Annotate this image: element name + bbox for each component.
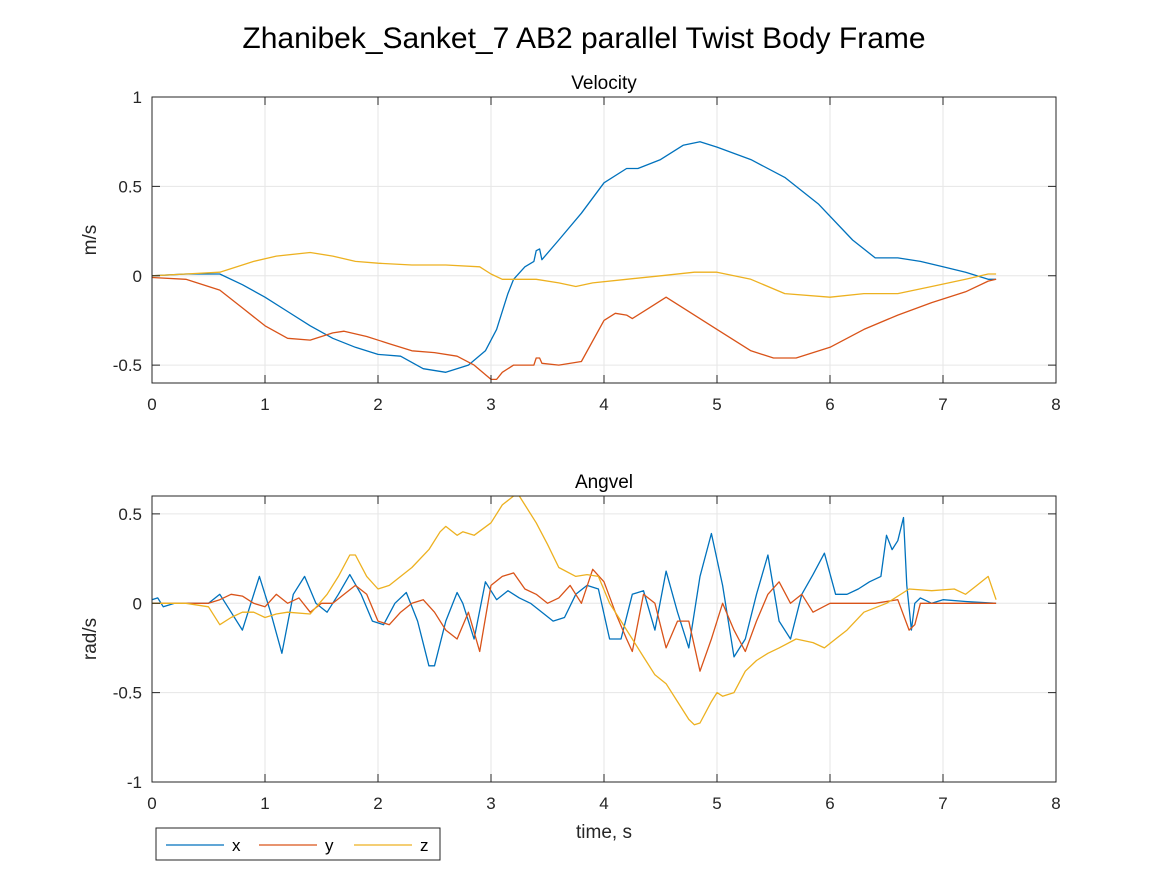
velocity-x-tick-label: 3 bbox=[486, 395, 495, 414]
velocity-x-tick-label: 7 bbox=[938, 395, 947, 414]
legend: x y z bbox=[155, 827, 441, 861]
angvel-y-tick-label: -0.5 bbox=[113, 684, 142, 703]
figure-title: Zhanibek_Sanket_7 AB2 parallel Twist Bod… bbox=[242, 22, 925, 55]
velocity-x-tick-label: 4 bbox=[599, 395, 608, 414]
velocity-y-tick-label: 0 bbox=[133, 267, 142, 286]
velocity-y-tick-label: 1 bbox=[133, 88, 142, 107]
velocity-y-tick-label: 0.5 bbox=[118, 177, 142, 196]
velocity-grid bbox=[152, 97, 1056, 383]
legend-label-x: x bbox=[232, 836, 241, 855]
angvel-series-group bbox=[152, 496, 997, 726]
velocity-subplot-title: Velocity bbox=[571, 73, 637, 94]
velocity-series-x-line bbox=[152, 141, 997, 373]
angvel-series-z-line bbox=[152, 496, 997, 726]
angvel-plot: 0 1 2 3 4 5 6 7 8 -1 -0.5 0 0.5 Angvel rad/s time, s bbox=[80, 472, 1061, 843]
velocity-series-group bbox=[152, 141, 997, 381]
legend-label-z: z bbox=[420, 836, 429, 855]
velocity-x-tick-label: 8 bbox=[1051, 395, 1060, 414]
velocity-x-tick-label: 6 bbox=[825, 395, 834, 414]
velocity-y-axis-label: m/s bbox=[80, 225, 101, 256]
velocity-x-tick-label: 2 bbox=[373, 395, 382, 414]
velocity-x-tick-label: 5 bbox=[712, 395, 721, 414]
angvel-x-tick-label: 5 bbox=[712, 794, 721, 813]
angvel-x-tick-label: 4 bbox=[599, 794, 608, 813]
angvel-x-tick-label: 6 bbox=[825, 794, 834, 813]
angvel-series-y-line bbox=[152, 568, 997, 672]
angvel-y-tick-label: -1 bbox=[127, 773, 142, 792]
velocity-y-tick-label: -0.5 bbox=[113, 356, 142, 375]
angvel-x-tick-label: 8 bbox=[1051, 794, 1060, 813]
velocity-x-tick-label: 0 bbox=[147, 395, 156, 414]
angvel-x-tick-label: 2 bbox=[373, 794, 382, 813]
angvel-x-tick-label: 7 bbox=[938, 794, 947, 813]
angvel-y-tick-label: 0 bbox=[133, 594, 142, 613]
angvel-x-tick-label: 0 bbox=[147, 794, 156, 813]
angvel-subplot-title: Angvel bbox=[575, 472, 633, 493]
angvel-x-axis-label: time, s bbox=[576, 822, 632, 843]
angvel-x-tick-label: 1 bbox=[260, 794, 269, 813]
angvel-y-tick-label: 0.5 bbox=[118, 505, 142, 524]
legend-label-y: y bbox=[325, 836, 334, 855]
legend-box bbox=[155, 827, 441, 861]
angvel-x-tick-label: 3 bbox=[486, 794, 495, 813]
velocity-series-y-line bbox=[152, 276, 997, 381]
velocity-plot: 0 1 2 3 4 5 6 7 8 -0.5 0 0.5 1 Velocity m/s bbox=[80, 73, 1061, 414]
velocity-x-tick-label: 1 bbox=[260, 395, 269, 414]
angvel-y-axis-label: rad/s bbox=[80, 618, 101, 660]
velocity-series-z-line bbox=[152, 251, 997, 298]
